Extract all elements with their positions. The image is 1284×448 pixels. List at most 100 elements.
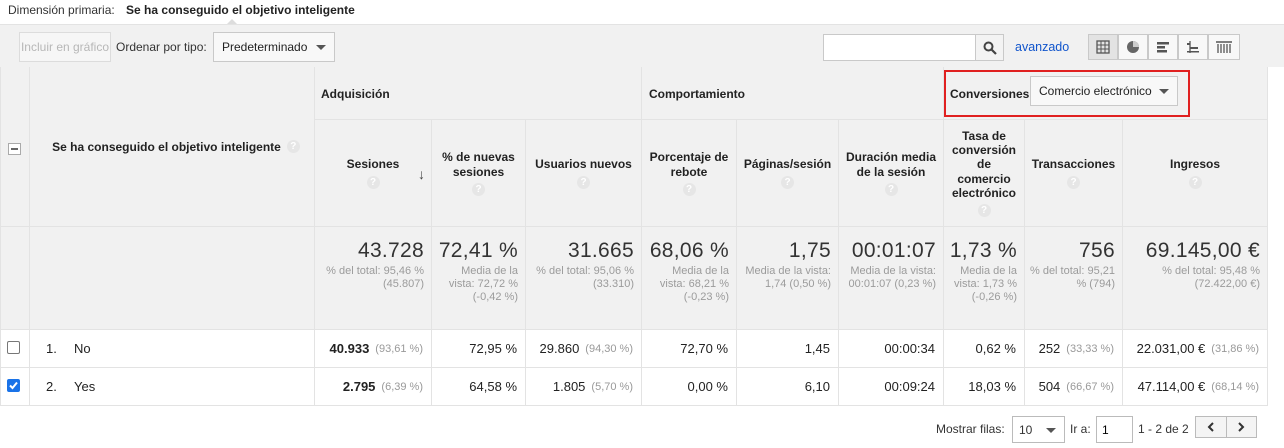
help-icon[interactable]: ? (366, 175, 380, 189)
column-header[interactable]: Tasa de conversión de comercio electróni… (944, 120, 1025, 227)
data-cell: 2.795 (6,39 %) (315, 368, 432, 406)
row-select-cell (0, 330, 30, 368)
column-header[interactable]: Transacciones? (1025, 120, 1123, 227)
cell-value: 6,10 (804, 379, 830, 394)
advanced-link[interactable]: avanzado (1015, 40, 1070, 54)
cell-value: 504 (1038, 379, 1061, 394)
row-dimension-link[interactable]: Yes (74, 379, 96, 394)
cell-value: 00:09:24 (884, 379, 935, 394)
data-cell: 0,62 % (944, 330, 1025, 368)
data-cell: 00:00:34 (839, 330, 944, 368)
table-view-button[interactable] (1088, 34, 1118, 60)
total-cell: 756 % del total: 95,21 % (794) (1025, 227, 1123, 330)
next-page-button[interactable] (1227, 417, 1257, 437)
show-rows-label: Mostrar filas: (936, 422, 1005, 436)
dimension-header[interactable]: Se ha conseguido el objetivo inteligente… (30, 67, 315, 227)
report-table: Se ha conseguido el objetivo inteligente… (0, 67, 1268, 407)
sort-select-value: Predeterminado (222, 40, 308, 54)
pivot-view-button[interactable] (1208, 34, 1240, 60)
column-header[interactable]: Usuarios nuevos? (526, 120, 642, 227)
help-icon[interactable]: ? (977, 204, 991, 218)
total-value: 00:01:07 (851, 239, 936, 262)
cell-value: 252 (1038, 341, 1061, 356)
total-value: 72,41 % (438, 239, 518, 262)
help-icon[interactable]: ? (781, 175, 794, 189)
help-icon[interactable]: ? (884, 182, 898, 196)
data-cell: 6,10 (737, 368, 839, 406)
total-subtext: Media de la vista: 72,72 % (-0,42 %) (448, 265, 518, 303)
row-dimension-link[interactable]: No (74, 341, 91, 356)
show-rows-select[interactable]: 10 (1012, 416, 1065, 443)
cell-value: 2.795 (342, 379, 376, 394)
pie-view-button[interactable] (1118, 34, 1148, 60)
behavior-title: Comportamiento (649, 87, 745, 101)
pager-buttons (1195, 416, 1257, 438)
row-index: 2. (46, 379, 57, 394)
total-cell: 43.728 % del total: 95,46 % (45.807) (315, 227, 432, 330)
cell-value: 40.933 (329, 341, 370, 356)
total-cell: 00:01:07 Media de la vista: 00:01:07 (0,2… (839, 227, 944, 330)
column-header-label: % de nuevas sesiones (442, 150, 515, 179)
conversions-select-value: Comercio electrónico (1039, 84, 1152, 98)
total-cell: 72,41 % Media de la vista: 72,72 % (-0,42… (432, 227, 526, 330)
total-subtext: % del total: 95,48 % (72.422,00 €) (1162, 265, 1260, 290)
sort-arrow-down-icon[interactable]: ↓ (418, 166, 425, 182)
include-in-chart-button[interactable]: Incluir en gráfico (19, 32, 111, 62)
cell-value: 29.860 (539, 341, 580, 356)
column-header[interactable]: Ingresos? (1123, 120, 1268, 227)
select-all-cell (0, 67, 30, 227)
prev-page-button[interactable] (1196, 417, 1227, 437)
help-icon[interactable]: ? (472, 182, 485, 196)
data-cell: 252 (33,33 %) (1025, 330, 1123, 368)
search-button[interactable] (975, 34, 1004, 61)
bar-view-button[interactable] (1148, 34, 1178, 60)
help-icon[interactable]: ? (682, 182, 696, 196)
row-checkbox[interactable] (7, 379, 20, 392)
cell-value: 47.114,00 € (1137, 379, 1206, 394)
cell-percent: (93,61 %) (375, 342, 423, 355)
column-header[interactable]: Porcentaje de rebote? (642, 120, 737, 227)
sort-select[interactable]: Predeterminado (213, 32, 335, 62)
toolbar: Incluir en gráfico Ordenar por tipo: Pre… (0, 24, 1284, 67)
chevron-down-icon (1159, 89, 1169, 94)
column-header-label: Duración media de la sesión (845, 150, 937, 179)
goto-input[interactable] (1096, 416, 1133, 443)
total-value: 756 (1079, 239, 1115, 262)
row-select-cell (0, 368, 30, 406)
data-cell: 29.860 (94,30 %) (526, 330, 642, 368)
search-input[interactable] (823, 34, 976, 61)
help-icon[interactable]: ? (1188, 175, 1202, 189)
data-cell: 72,70 % (642, 330, 737, 368)
column-header[interactable]: Sesiones? ↓ (315, 120, 432, 227)
row-dimension-cell: 1. No (30, 330, 315, 368)
row-checkbox[interactable] (7, 341, 20, 354)
help-icon[interactable]: ? (286, 140, 300, 153)
column-header-label: Transacciones (1031, 157, 1116, 172)
cell-value: 72,95 % (469, 341, 517, 356)
data-cell: 1.805 (5,70 %) (526, 368, 642, 406)
acquisition-section: Adquisición (315, 67, 642, 120)
column-header-label: Páginas/sesión (743, 157, 832, 172)
column-header[interactable]: % de nuevas sesiones? (432, 120, 526, 227)
highlight-box (944, 70, 1190, 117)
conversions-section: Conversiones Comercio electrónico (944, 67, 1268, 120)
total-cell: 69.145,00 € % del total: 95,48 % (72.422,… (1123, 227, 1268, 330)
data-cell: 0,00 % (642, 368, 737, 406)
cell-value: 72,70 % (680, 341, 728, 356)
column-header-label: Porcentaje de rebote (649, 150, 729, 179)
column-header[interactable]: Duración media de la sesión? (839, 120, 944, 227)
comparison-view-button[interactable] (1178, 34, 1208, 60)
total-cell: 1,73 % Media de la vista: 1,73 % (-0,26 %… (944, 227, 1025, 330)
cell-percent: (5,70 %) (591, 380, 633, 393)
primary-dimension-value[interactable]: Se ha conseguido el objetivo inteligente (126, 3, 355, 17)
column-header[interactable]: Páginas/sesión? (737, 120, 839, 227)
select-all-checkbox[interactable] (8, 143, 21, 155)
cell-percent: (33,33 %) (1066, 342, 1114, 355)
cell-percent: (6,39 %) (381, 380, 423, 393)
total-value: 68,06 % (649, 239, 729, 262)
conversions-select[interactable]: Comercio electrónico (1030, 76, 1178, 106)
help-icon[interactable]: ? (1067, 175, 1080, 189)
total-subtext: Media de la vista: 1,74 (0,50 %) (745, 265, 831, 290)
help-icon[interactable]: ? (577, 175, 590, 189)
data-cell: 504 (66,67 %) (1025, 368, 1123, 406)
